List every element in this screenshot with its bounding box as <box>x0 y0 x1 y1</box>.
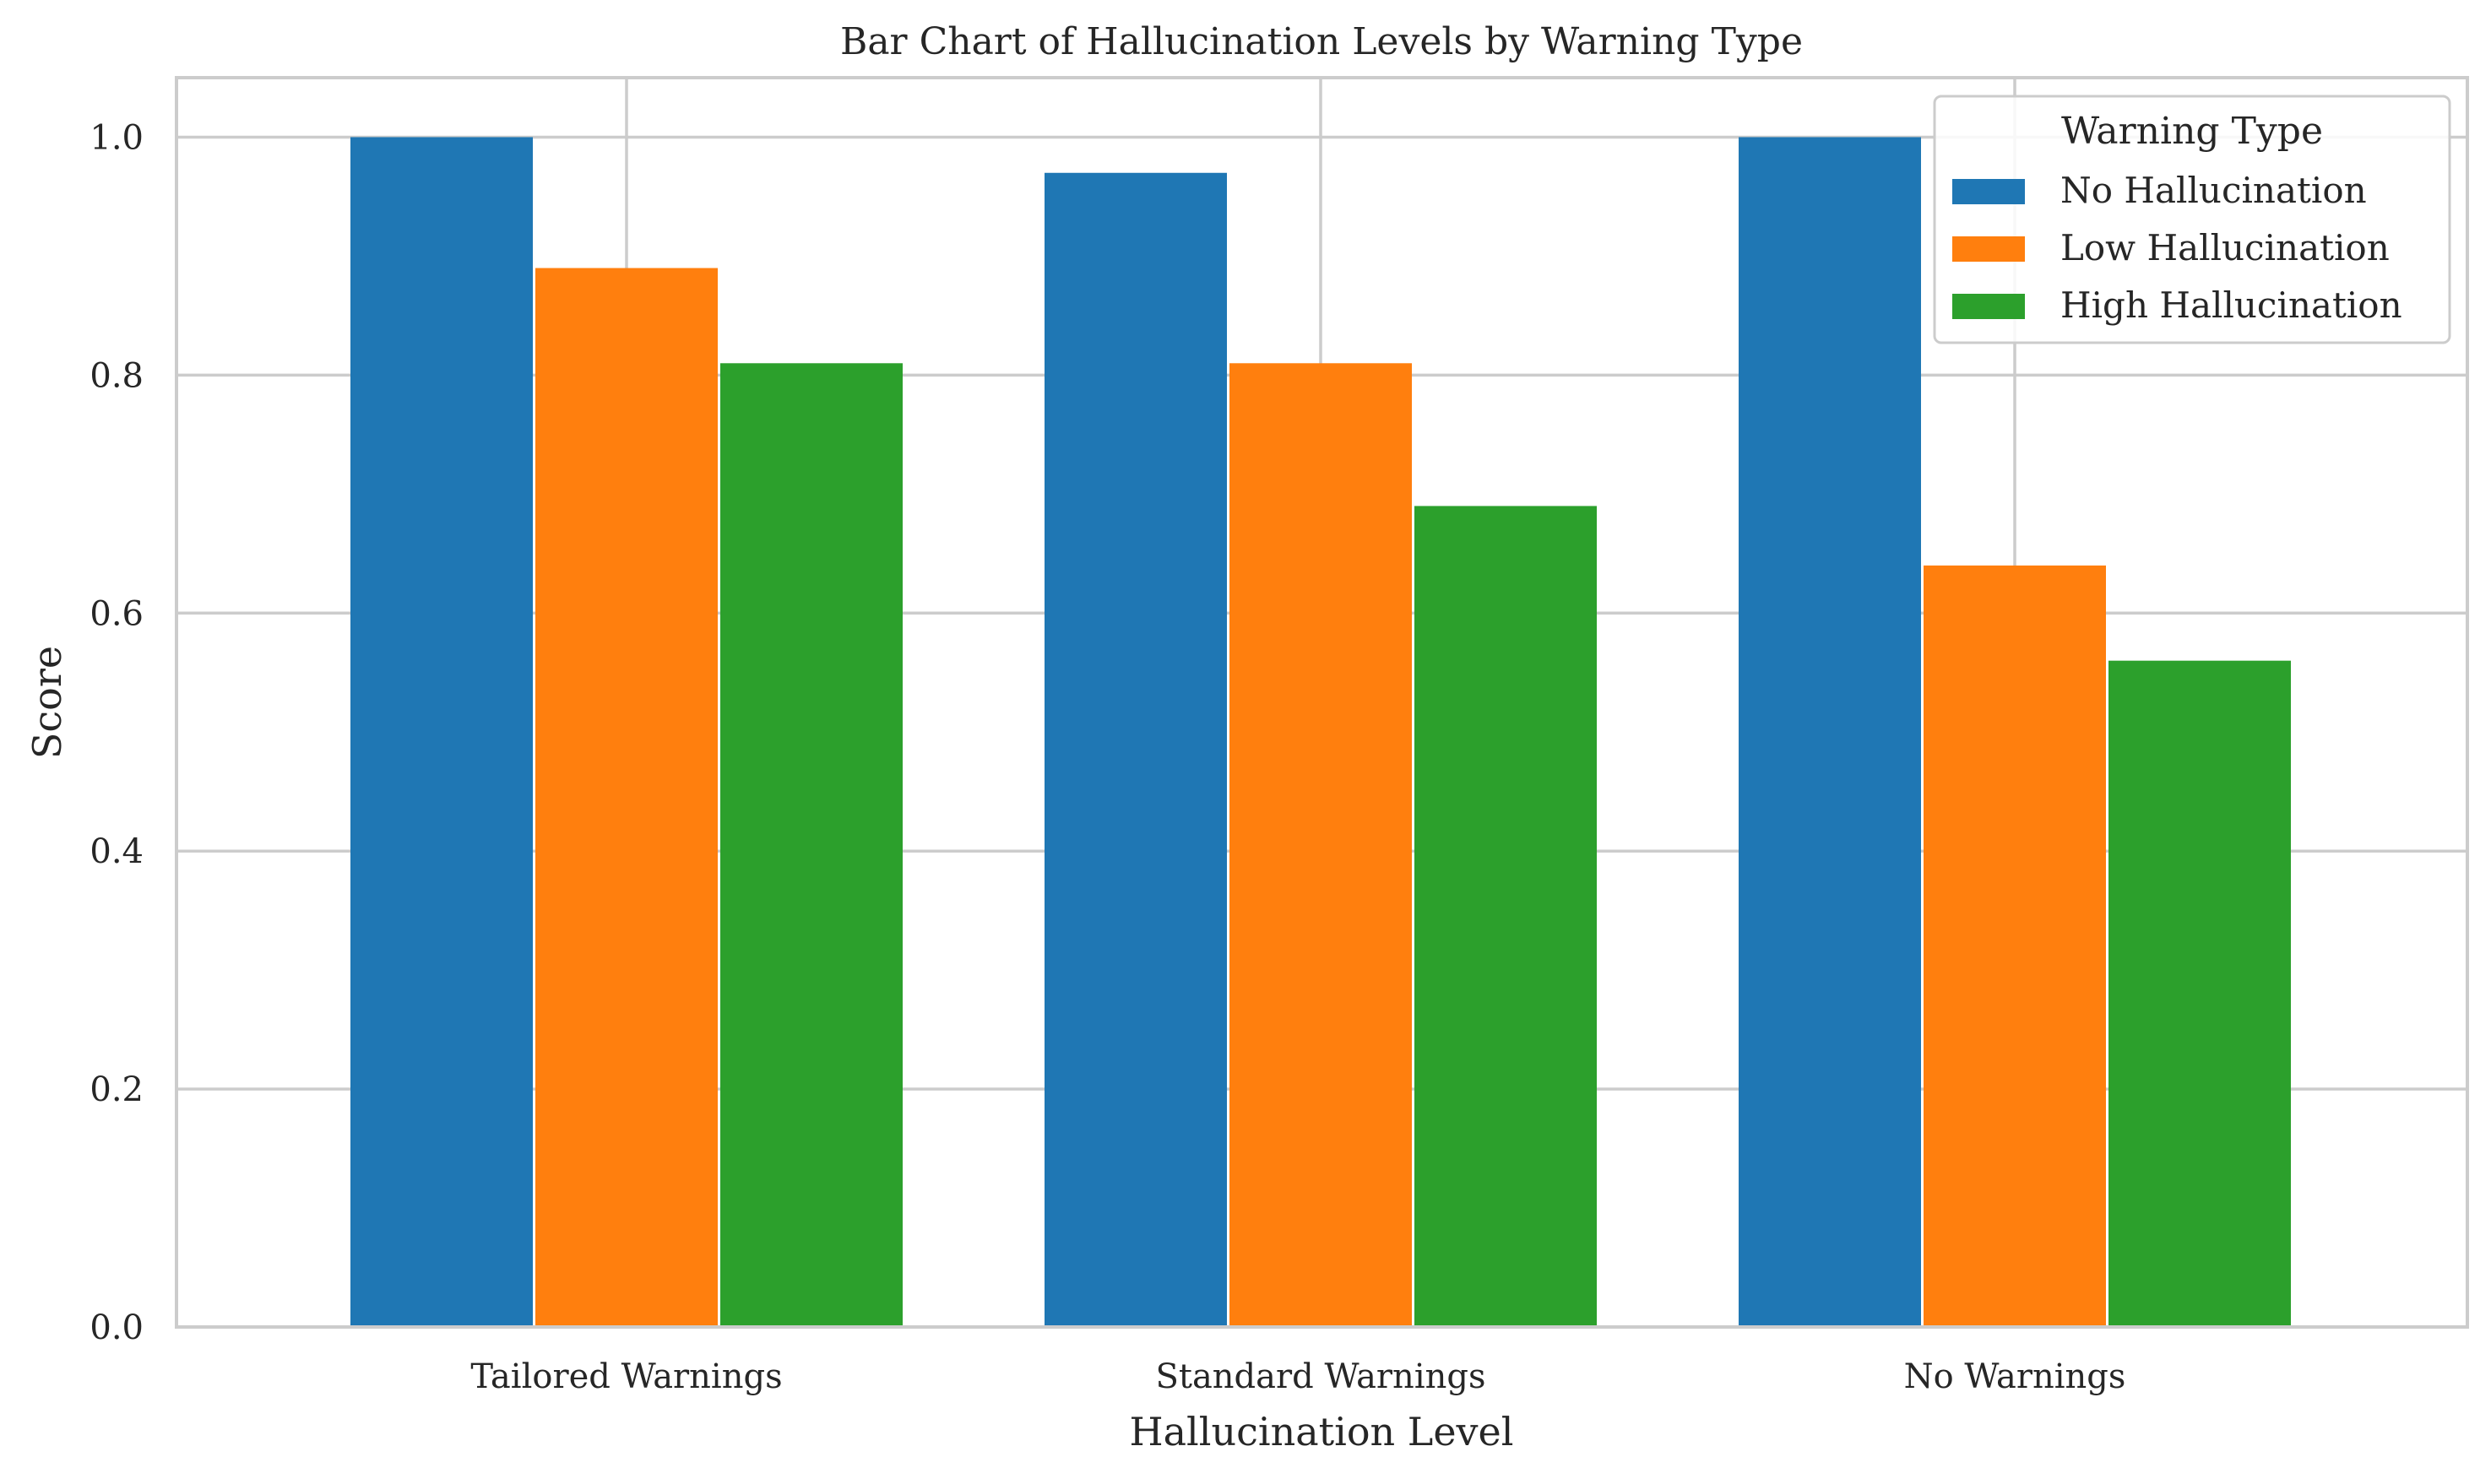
legend-swatch <box>1952 179 2025 204</box>
chart-title: Bar Chart of Hallucination Levels by War… <box>840 20 1803 63</box>
x-tick-label: Standard Warnings <box>1155 1357 1485 1396</box>
bars <box>350 137 2291 1328</box>
legend-label: No Hallucination <box>2060 170 2367 211</box>
bar <box>535 268 718 1327</box>
y-axis-label: Score <box>24 646 70 759</box>
bar <box>1045 172 1227 1327</box>
y-tick-label: 0.6 <box>90 594 144 633</box>
legend-label: High Hallucination <box>2060 284 2402 326</box>
y-tick-label: 0.8 <box>90 356 144 395</box>
x-axis-label: Hallucination Level <box>1130 1409 1514 1454</box>
x-tick-label: Tailored Warnings <box>470 1357 782 1396</box>
y-axis-ticks: 0.0 0.2 0.4 0.6 0.8 1.0 <box>90 118 144 1347</box>
bar <box>350 137 533 1327</box>
y-tick-label: 1.0 <box>90 118 144 157</box>
legend-entries: No Hallucination Low Hallucination High Ha… <box>1952 170 2402 326</box>
legend-swatch <box>1952 294 2025 319</box>
x-axis-ticks: Tailored Warnings Standard Warnings No War… <box>470 1357 2125 1396</box>
legend: Warning Type No Hallucination Low Halluci… <box>1933 95 2451 344</box>
legend-label: Low Hallucination <box>2060 227 2390 268</box>
legend-swatch <box>1952 236 2025 262</box>
bar <box>2108 660 2291 1327</box>
legend-title: Warning Type <box>2061 110 2323 153</box>
plot-frame <box>175 76 2469 1329</box>
bar <box>1924 565 2106 1327</box>
bar <box>720 363 903 1328</box>
y-tick-label: 0.4 <box>90 832 144 871</box>
x-tick-label: No Warnings <box>1904 1357 2126 1396</box>
bar <box>1229 363 1412 1328</box>
bar <box>1414 506 1597 1327</box>
legend-box <box>1933 95 2451 344</box>
y-tick-label: 0.2 <box>90 1070 144 1109</box>
y-tick-label: 0.0 <box>90 1308 144 1347</box>
bar <box>1739 137 1921 1327</box>
